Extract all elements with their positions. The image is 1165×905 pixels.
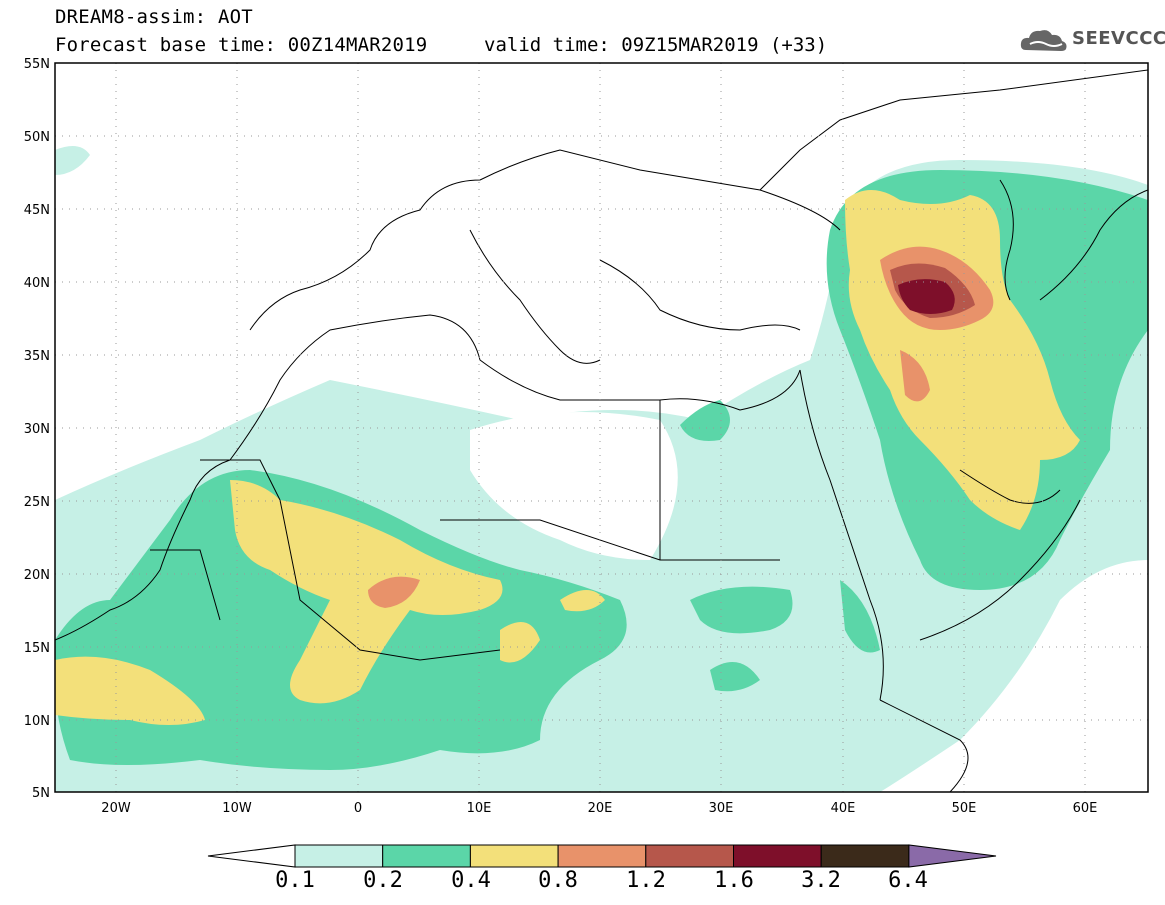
valid-time: valid time: 09Z15MAR2019 (+33)	[484, 34, 828, 56]
colorbar-label: 0.4	[451, 868, 491, 893]
aot-level-0-8	[900, 350, 930, 402]
lon-tick: 20W	[101, 801, 131, 816]
aot-level-0-2	[840, 580, 880, 653]
colorbar-box	[820, 844, 910, 868]
lon-axis: 20W 10W 0 10E 20E 30E 40E 50E 60E	[101, 801, 1097, 816]
colorbar-label: 1.6	[714, 868, 754, 893]
lat-tick: 25N	[24, 495, 50, 510]
colorbar-label: 0.1	[275, 868, 315, 893]
coastlines	[55, 69, 1148, 792]
colorbar-box	[557, 844, 647, 868]
lon-tick: 10W	[222, 801, 252, 816]
lat-axis: 55N 50N 45N 40N 35N 30N 25N 20N 15N 10N …	[24, 57, 50, 801]
gridlines	[55, 63, 1148, 792]
lon-tick: 50E	[952, 801, 977, 816]
colorbar-min-arrow	[207, 844, 296, 868]
colorbar-label: 0.2	[363, 868, 403, 893]
lat-tick: 30N	[24, 422, 50, 437]
lat-tick: 10N	[24, 714, 50, 729]
logo-text: SEEVCCC	[1072, 28, 1165, 49]
aot-level-0-4	[560, 590, 605, 612]
lon-tick: 60E	[1073, 801, 1098, 816]
colorbar-box	[469, 844, 559, 868]
aot-level-0-1	[55, 146, 90, 175]
map-title: DREAM8-assim: AOT	[55, 6, 253, 28]
lat-tick: 5N	[32, 786, 50, 801]
map-frame	[54, 62, 1149, 793]
lat-tick: 55N	[24, 57, 50, 72]
aot-level-1-6	[898, 279, 955, 314]
aot-level-0-2	[690, 586, 793, 634]
colorbar-box	[733, 844, 822, 868]
colorbar-label: 1.2	[626, 868, 666, 893]
forecast-base-time: Forecast base time: 00Z14MAR2019	[55, 34, 428, 56]
aot-level-0-8	[368, 576, 420, 608]
aot-level-0-4	[55, 656, 205, 725]
colorbar-max-arrow	[908, 844, 997, 868]
colorbar	[207, 844, 997, 868]
colorbar-box	[645, 844, 734, 868]
aot-level-0-4	[500, 622, 540, 663]
aot-level-0-4	[230, 480, 503, 704]
aot-field	[55, 146, 1148, 792]
lat-tick: 40N	[24, 276, 50, 291]
colorbar-label: 3.2	[801, 868, 841, 893]
colorbar-box	[294, 844, 384, 868]
lon-tick: 40E	[831, 801, 856, 816]
lon-tick: 30E	[709, 801, 734, 816]
aot-level-0-2	[710, 662, 760, 692]
lat-tick: 50N	[24, 130, 50, 145]
cloud-icon	[1020, 30, 1067, 51]
lon-tick: 10E	[467, 801, 492, 816]
colorbar-label: 0.8	[538, 868, 578, 893]
lon-tick: 20E	[588, 801, 613, 816]
lat-tick: 20N	[24, 568, 50, 583]
lat-tick: 15N	[24, 641, 50, 656]
colorbar-box	[382, 844, 471, 868]
colorbar-label: 6.4	[888, 868, 928, 893]
lat-tick: 45N	[24, 203, 50, 218]
lat-tick: 35N	[24, 349, 50, 364]
lon-tick: 0	[354, 801, 362, 816]
aot-level-0-2	[680, 400, 730, 441]
